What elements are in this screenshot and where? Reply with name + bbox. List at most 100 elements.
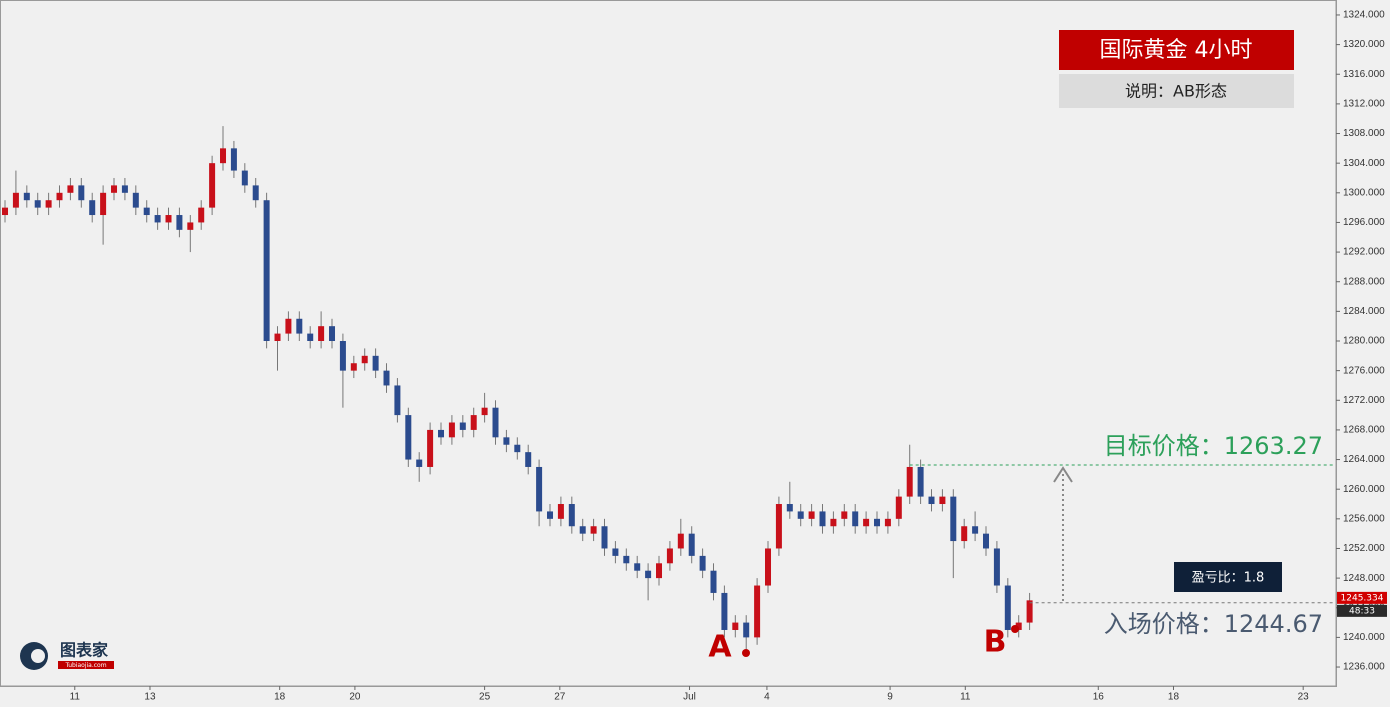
x-tick-label: 20 — [349, 692, 361, 703]
y-tick-label: 1320.000 — [1343, 39, 1385, 50]
candle-body — [765, 548, 772, 586]
candle-body — [514, 444, 521, 453]
candle-body — [45, 200, 52, 208]
subtitle: 说明：AB形态 — [1125, 82, 1227, 101]
point-a-label: A — [708, 630, 732, 665]
logo-band — [58, 661, 114, 669]
target-label: 目标价格：1263.27 — [1104, 432, 1323, 460]
candle-body — [470, 415, 477, 430]
candle-body — [198, 207, 205, 223]
y-tick-label: 1324.000 — [1343, 10, 1385, 21]
y-tick-label: 1276.000 — [1343, 365, 1385, 376]
candle-body — [78, 185, 85, 201]
candle-body — [209, 163, 216, 208]
last-price-label: 1245.334 — [1341, 593, 1384, 603]
y-tick-label: 1236.000 — [1343, 662, 1385, 673]
x-tick-label: 18 — [274, 692, 286, 703]
candle-body — [688, 533, 695, 556]
x-tick-label: 18 — [1168, 692, 1180, 703]
candle-body — [154, 215, 161, 223]
candle-body — [961, 526, 968, 542]
x-tick-label: 9 — [887, 692, 893, 703]
candle-body — [165, 215, 172, 223]
candle-body — [830, 518, 837, 527]
candle-body — [863, 518, 870, 527]
candle-body — [143, 207, 150, 216]
candle-body — [928, 496, 935, 505]
candle-body — [372, 355, 379, 371]
candle-body — [230, 148, 237, 171]
candle-body — [547, 511, 554, 519]
candle-body — [361, 355, 368, 364]
candle-body — [1015, 622, 1022, 630]
candle-body — [656, 563, 663, 579]
candle-body — [339, 340, 346, 371]
candle-body — [841, 511, 848, 519]
candle-body — [383, 370, 390, 386]
x-tick-label: 11 — [70, 692, 81, 703]
y-tick-label: 1296.000 — [1343, 217, 1385, 228]
candle-body — [503, 437, 510, 445]
y-tick-label: 1300.000 — [1343, 187, 1385, 198]
candle-body — [296, 318, 303, 334]
x-tick-label: Jul — [683, 692, 696, 703]
y-tick-label: 1308.000 — [1343, 128, 1385, 139]
y-tick-label: 1284.000 — [1343, 306, 1385, 317]
subtitle-box — [1059, 74, 1294, 108]
candle-body — [819, 511, 826, 527]
x-tick-label: 13 — [144, 692, 156, 703]
candle-body — [448, 422, 455, 438]
candle-body — [176, 215, 183, 230]
y-tick-label: 1316.000 — [1343, 69, 1385, 80]
candle-body — [34, 200, 41, 208]
entry-label: 入场价格：1244.67 — [1104, 610, 1323, 638]
candle-body — [972, 526, 979, 534]
y-tick-label: 1260.000 — [1343, 484, 1385, 495]
y-tick-label: 1240.000 — [1343, 632, 1385, 643]
candle-body — [100, 192, 107, 216]
candle-body — [721, 592, 728, 630]
candle-body — [536, 466, 543, 512]
candle-body — [939, 496, 946, 505]
countdown-tag — [1337, 604, 1387, 617]
logo-icon-face — [31, 649, 45, 663]
candle-body — [459, 422, 466, 430]
candle-body — [645, 570, 652, 579]
candle-body — [666, 548, 673, 564]
candle-body — [634, 563, 641, 571]
candle-body — [808, 511, 815, 519]
candle-body — [274, 333, 281, 341]
candle-body — [917, 466, 924, 497]
candle-body — [394, 385, 401, 416]
y-tick-label: 1248.000 — [1343, 573, 1385, 584]
candle-body — [285, 318, 292, 334]
candle-body — [525, 452, 532, 467]
logo-text: 图表家 — [60, 641, 109, 660]
candle-body — [786, 504, 793, 512]
candle-body — [906, 466, 913, 497]
point-a-dot — [742, 649, 750, 657]
y-tick-label: 1256.000 — [1343, 513, 1385, 524]
y-tick-label: 1288.000 — [1343, 276, 1385, 287]
candle-body — [318, 326, 325, 341]
candle-body — [950, 496, 957, 542]
x-tick-label: 11 — [960, 692, 971, 703]
candle-body — [438, 429, 445, 438]
candle-body — [67, 185, 74, 193]
logo: 图表家 Tubiaojia.com — [20, 641, 114, 670]
candle-body — [2, 207, 9, 216]
point-b-label: B — [984, 625, 1007, 660]
candle-body — [993, 548, 1000, 586]
chart-title: 国际黄金 4小时 — [1100, 38, 1253, 63]
candle-body — [481, 407, 488, 416]
candle-body — [884, 518, 891, 527]
candle-body — [405, 415, 412, 460]
point-b-dot — [1011, 625, 1019, 633]
arrow-head — [1053, 466, 1073, 483]
candle-body — [1026, 600, 1033, 623]
candle-body — [699, 555, 706, 571]
x-tick-label: 16 — [1093, 692, 1105, 703]
candle-body — [590, 526, 597, 534]
